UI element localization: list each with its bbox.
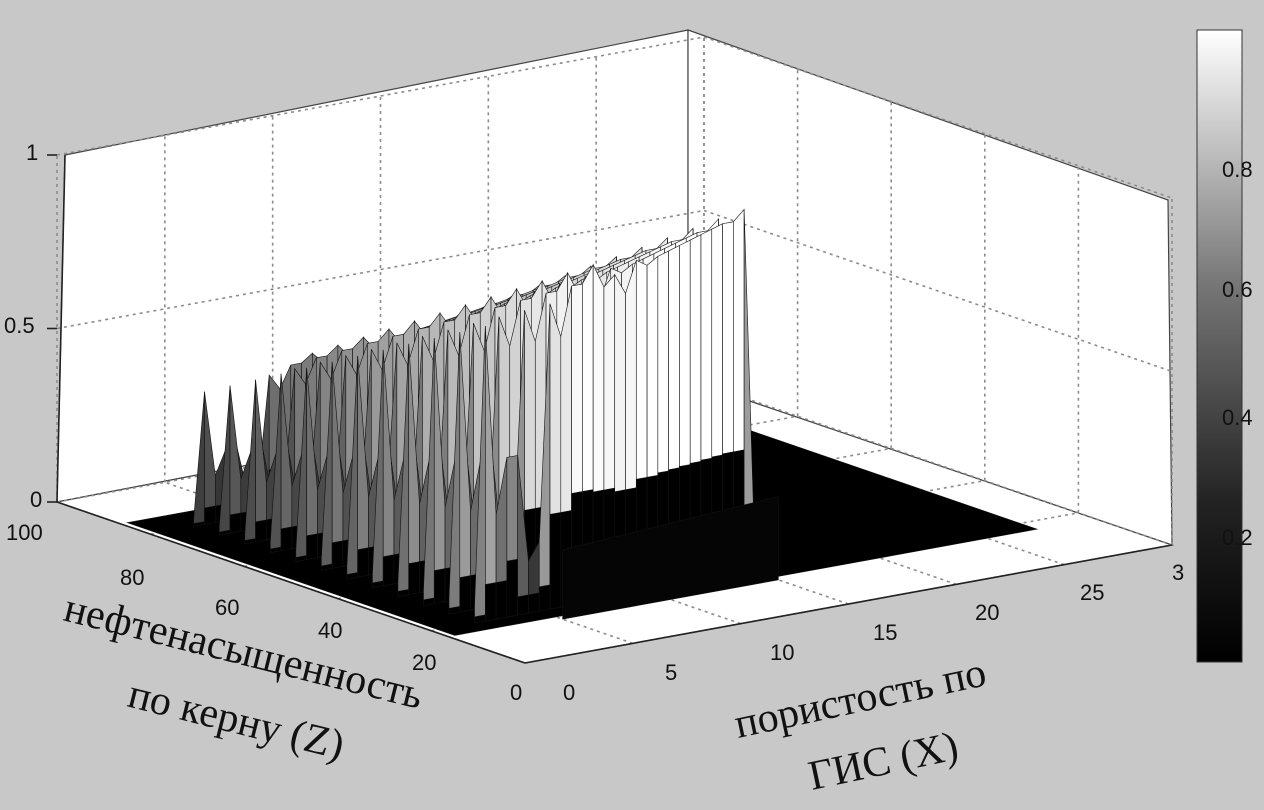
z-tick-label: 20 — [412, 650, 436, 675]
x-tick-label: 25 — [1080, 580, 1104, 605]
surface-front-slab — [562, 496, 779, 620]
x-tick-label: 10 — [770, 640, 794, 665]
colorbar-tick-label: 0.6 — [1222, 277, 1253, 302]
surface-face-low — [433, 568, 446, 604]
surface-face-low — [229, 512, 242, 534]
axis-edges — [56, 154, 1173, 664]
x-tick-label: 0 — [563, 680, 575, 705]
x-tick-label: 15 — [873, 620, 897, 645]
surface-face-low — [408, 561, 420, 595]
surface-face-low — [528, 592, 540, 614]
surface-face-low — [459, 575, 471, 613]
z-axis-ticks: 100 80 60 40 20 0 — [6, 520, 522, 705]
z-tick-label: 40 — [318, 618, 342, 643]
surface-face-low — [280, 526, 293, 552]
colorbar-tick-label: 0.2 — [1222, 525, 1253, 550]
colorbar-tick-label: 0.8 — [1222, 157, 1253, 182]
surface-face-low — [517, 594, 529, 616]
z-tick-label: 60 — [215, 595, 239, 620]
x-tick-label: 20 — [975, 600, 999, 625]
colorbar-ticks: 0.8 0.6 0.4 0.2 — [1222, 157, 1253, 550]
wall-gridline-y — [703, 209, 1173, 373]
y-tick-label: 0 — [30, 487, 42, 512]
x-tick-label: 5 — [665, 660, 677, 685]
surface-face-low — [495, 580, 508, 620]
x-tick-label: 3 — [1172, 560, 1184, 585]
floor-gridline-x — [703, 383, 1173, 546]
surface-face-low — [331, 540, 344, 569]
wall-gridline-y — [56, 36, 705, 156]
surface-face-low — [549, 512, 562, 610]
surface-face-low — [357, 547, 369, 578]
x-axis-ticks: 0 5 10 15 20 25 3 — [563, 560, 1184, 705]
z-tick-label: 100 — [6, 520, 43, 545]
surface-face-low — [255, 519, 267, 543]
x-axis-label-line2: ГИС (X) — [805, 723, 963, 799]
colorbar-tick-label: 0.4 — [1222, 405, 1253, 430]
wall-gridline-y — [56, 209, 705, 330]
y-tick-label: 0.5 — [4, 313, 35, 338]
y-axis-ticks: 1 0.5 0 — [4, 140, 42, 512]
z-tick-label: 0 — [510, 680, 522, 705]
z-tick-label: 80 — [120, 565, 144, 590]
surface-face-low — [485, 582, 497, 622]
surface-face-low — [306, 533, 318, 560]
colorbar — [1196, 29, 1243, 663]
wall-gridline-y — [703, 36, 1173, 199]
surface-face-low — [204, 505, 216, 525]
surface-plot — [126, 208, 1039, 636]
surface-face-low — [538, 584, 551, 612]
surface-face-low — [382, 554, 395, 587]
y-tick-label: 1 — [26, 140, 38, 165]
surface-face-low — [506, 558, 518, 618]
